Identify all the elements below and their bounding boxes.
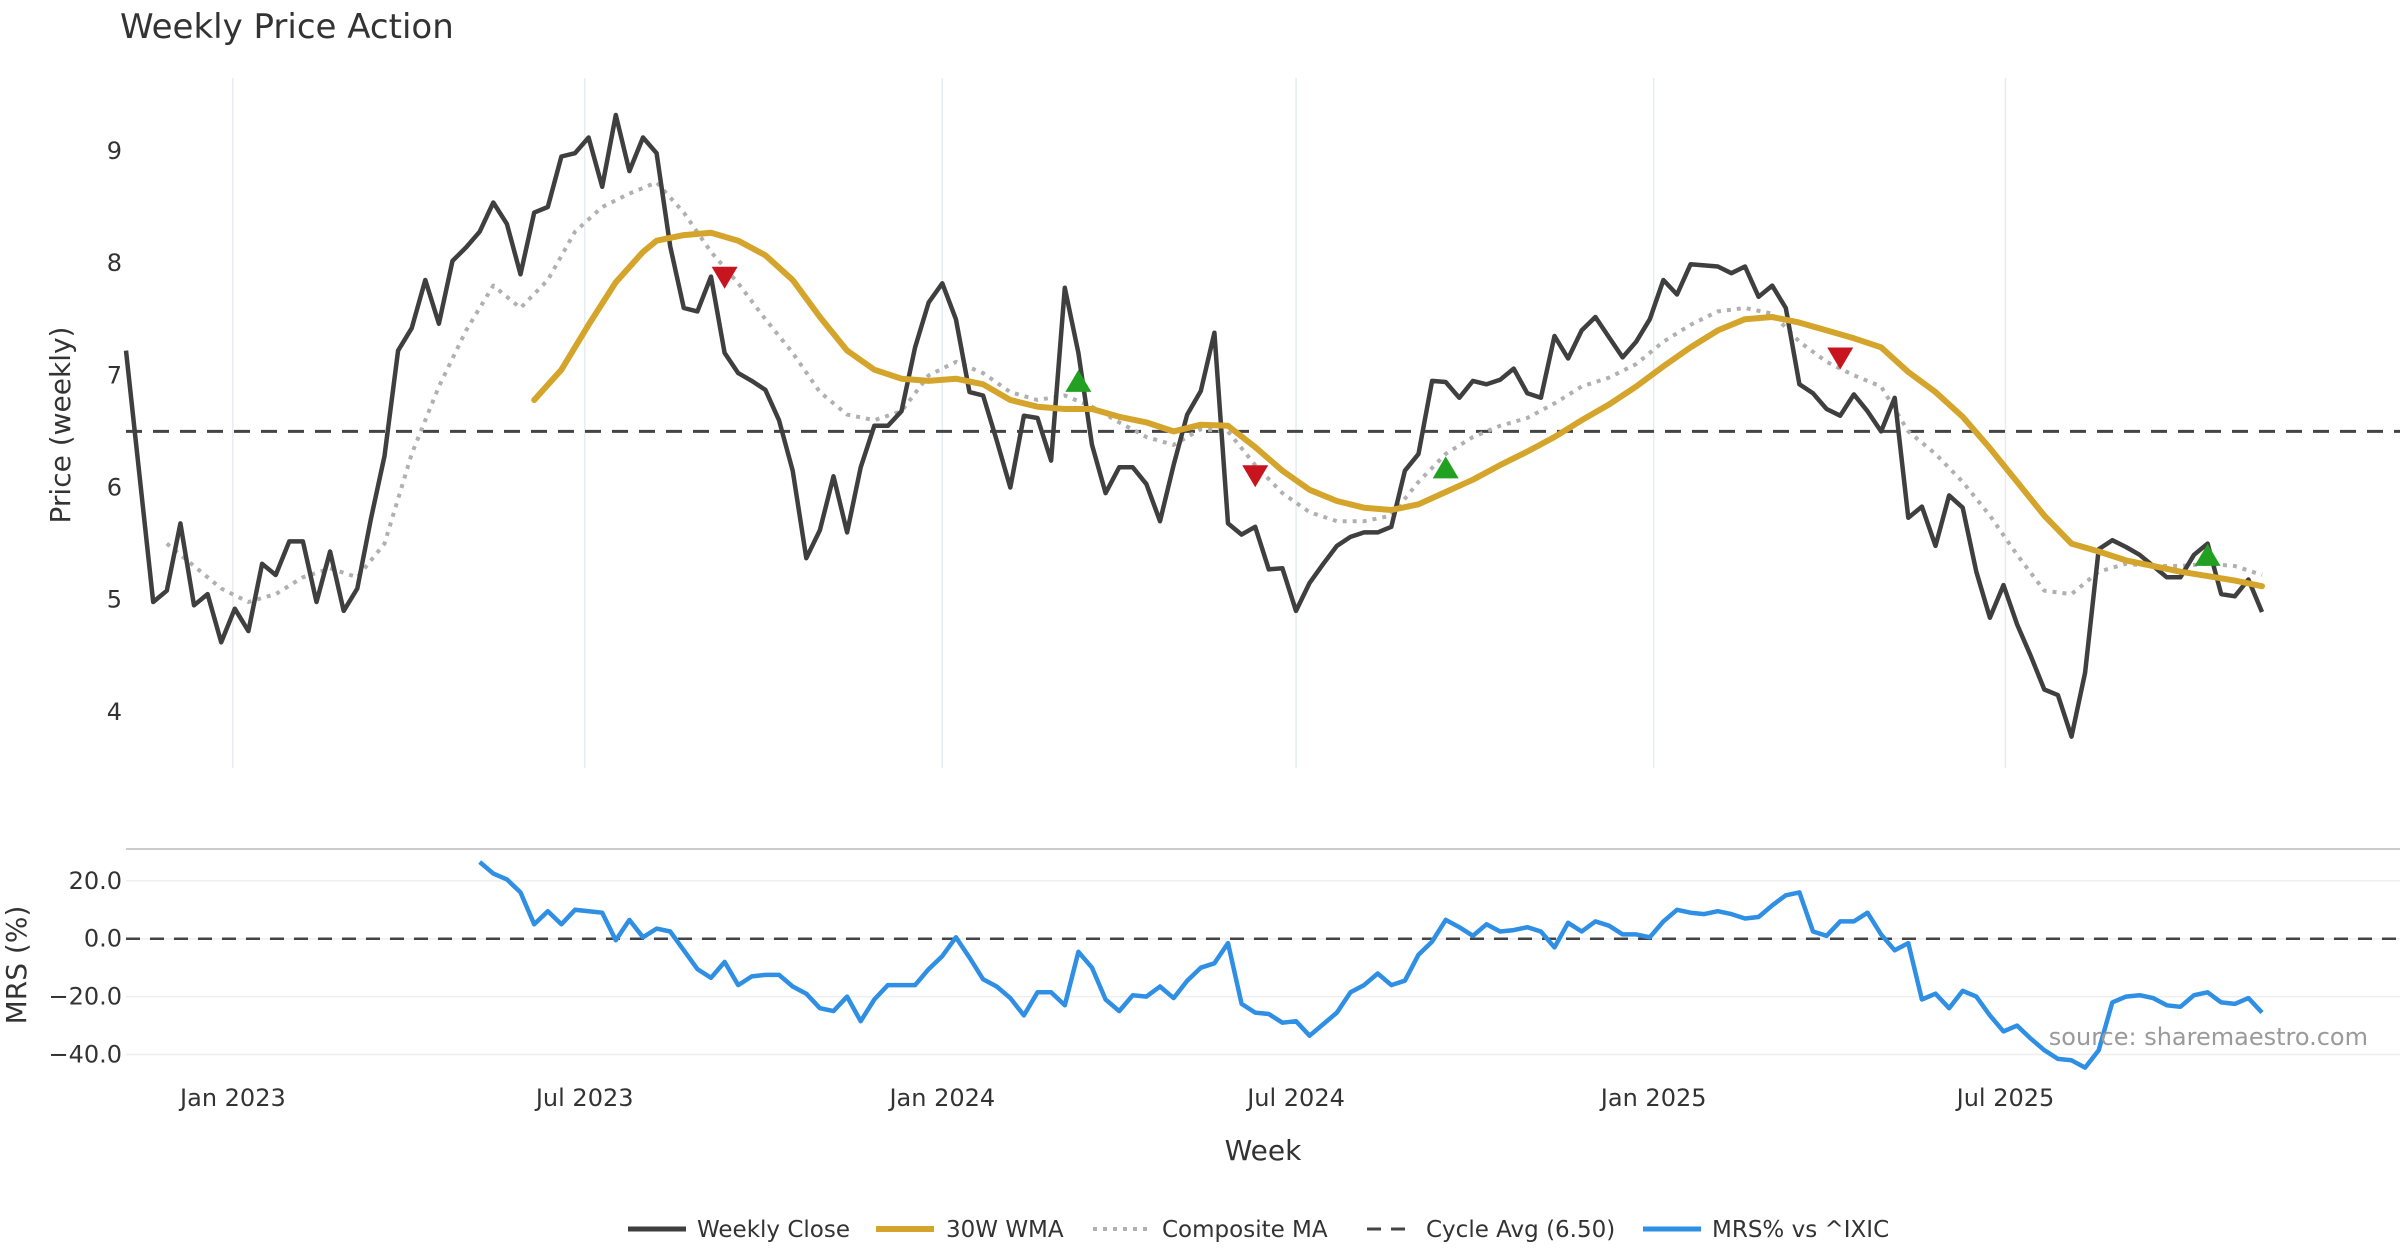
- x-axis-title: Week: [1225, 1134, 1302, 1167]
- mrs-line: [478, 860, 2264, 1070]
- x-tick-jan-2023: Jan 2023: [178, 1084, 286, 1112]
- composite-ma-line: [165, 180, 2263, 604]
- sell-signal-marker-3: [1242, 465, 1269, 488]
- legend-item-weekly-close: Weekly Close: [628, 1217, 850, 1243]
- price-grid: [232, 78, 2007, 768]
- legend-item-cycle-avg: Cycle Avg (6.50): [1367, 1217, 1615, 1243]
- mrs-y-tick-neg-20-0: −20.0: [48, 983, 122, 1011]
- price-y-tick-9: 9: [107, 137, 122, 165]
- chart-title: Weekly Price Action: [120, 7, 454, 47]
- x-tick-jul-2023: Jul 2023: [534, 1084, 634, 1112]
- price-y-tick-7: 7: [107, 361, 122, 389]
- x-tick-jul-2024: Jul 2024: [1245, 1084, 1345, 1112]
- x-tick-jul-2025: Jul 2025: [1955, 1084, 2055, 1112]
- mrs-y-tick-neg-40-0: −40.0: [48, 1041, 122, 1069]
- signal-markers-group: [711, 266, 2221, 566]
- price-y-tick-8: 8: [107, 249, 122, 277]
- legend-label-weekly-close: Weekly Close: [697, 1217, 850, 1243]
- x-tick-labels: Jan 2023 Jul 2023 Jan 2024 Jul 2024 Jan 2025…: [178, 1084, 2054, 1112]
- weekly-close-line: [123, 112, 2265, 739]
- sell-signal-marker-1: [711, 266, 738, 289]
- mrs-series-group: [126, 860, 2400, 1070]
- buy-signal-marker-6: [2194, 543, 2221, 566]
- price-series-group: [123, 112, 2400, 739]
- legend: Weekly Close 30W WMA Composite MA Cycle …: [628, 1217, 1889, 1243]
- price-y-tick-labels: 4 5 6 7 8 9: [107, 137, 122, 726]
- x-tick-jan-2024: Jan 2024: [887, 1084, 995, 1112]
- legend-label-cycle-avg: Cycle Avg (6.50): [1426, 1217, 1615, 1243]
- price-y-tick-6: 6: [107, 474, 122, 502]
- legend-label-wma: 30W WMA: [946, 1217, 1064, 1243]
- mrs-y-tick-labels: 20.0 0.0 −20.0 −40.0: [48, 867, 122, 1069]
- buy-signal-marker-4: [1432, 456, 1459, 479]
- wma-30w-line: [531, 229, 2265, 590]
- price-y-tick-5: 5: [107, 586, 122, 614]
- legend-item-mrs: MRS% vs ^IXIC: [1643, 1217, 1889, 1243]
- buy-signal-marker-2: [1065, 369, 1092, 392]
- legend-item-composite: Composite MA: [1093, 1217, 1328, 1243]
- mrs-y-tick-20-0: 20.0: [69, 867, 122, 895]
- legend-item-wma: 30W WMA: [876, 1217, 1064, 1243]
- price-y-axis-title: Price (weekly): [44, 327, 77, 524]
- mrs-y-tick-0-0: 0.0: [84, 925, 122, 953]
- legend-label-composite: Composite MA: [1162, 1217, 1328, 1243]
- source-note: source: sharemaestro.com: [2049, 1023, 2368, 1051]
- mrs-y-axis-title: MRS (%): [0, 906, 33, 1025]
- sell-signal-marker-5: [1827, 347, 1854, 370]
- legend-label-mrs: MRS% vs ^IXIC: [1712, 1217, 1889, 1243]
- price-y-tick-4: 4: [107, 698, 122, 726]
- x-tick-jan-2025: Jan 2025: [1599, 1084, 1707, 1112]
